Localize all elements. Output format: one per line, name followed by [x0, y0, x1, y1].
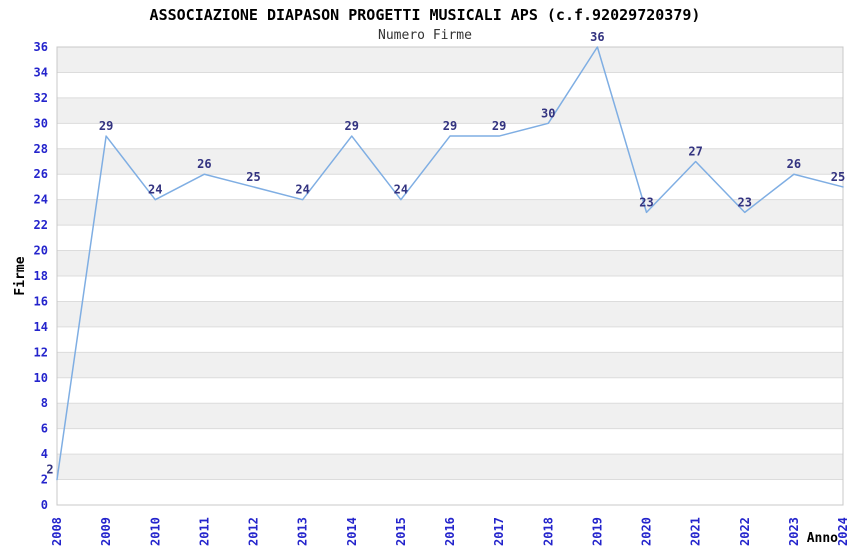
x-tick-label: 2012 — [247, 517, 261, 546]
x-tick-label: 2021 — [689, 517, 703, 546]
grid-band — [57, 250, 843, 276]
x-tick-label: 2017 — [492, 517, 506, 546]
chart-subtitle: Numero Firme — [378, 28, 472, 43]
x-tick-label: 2011 — [197, 517, 211, 546]
data-label: 26 — [787, 157, 801, 171]
y-tick-label: 36 — [34, 40, 48, 54]
y-tick-label: 26 — [34, 167, 48, 181]
grid-band — [57, 97, 843, 124]
grid-band — [57, 403, 843, 429]
data-label: 36 — [590, 30, 604, 44]
x-tick-label: 2019 — [590, 517, 604, 546]
data-label: 23 — [639, 195, 653, 209]
y-tick-label: 10 — [34, 371, 48, 385]
y-tick-label: 34 — [34, 65, 48, 79]
data-label: 25 — [831, 170, 845, 184]
y-tick-label: 8 — [41, 396, 48, 410]
y-axis-title: Firme — [13, 256, 28, 295]
grid-band — [57, 352, 843, 378]
data-label: 29 — [345, 119, 359, 133]
x-tick-label: 2023 — [787, 517, 801, 546]
data-label: 24 — [295, 183, 309, 197]
y-tick-label: 20 — [34, 244, 48, 258]
plot-border — [56, 46, 844, 506]
data-label: 2 — [46, 463, 53, 477]
data-label: 26 — [197, 157, 211, 171]
x-tick-label: 2008 — [50, 517, 64, 546]
grid-band — [57, 454, 843, 480]
y-tick-label: 6 — [41, 422, 48, 436]
grid-band — [57, 148, 843, 175]
x-tick-label: 2016 — [443, 517, 457, 546]
y-tick-label: 12 — [34, 345, 48, 359]
data-label: 30 — [541, 106, 555, 120]
y-tick-label: 22 — [34, 218, 48, 232]
grid-band — [57, 301, 843, 327]
x-tick-label: 2018 — [541, 517, 555, 546]
data-label: 25 — [246, 170, 260, 184]
grid-band — [57, 47, 843, 73]
x-tick-label: 2013 — [296, 517, 310, 546]
x-tick-label: 2024 — [836, 517, 850, 546]
data-label: 23 — [738, 195, 752, 209]
x-tick-label: 2015 — [394, 517, 408, 546]
x-axis-title: Anno — [807, 531, 838, 546]
grid-band — [57, 199, 843, 226]
y-tick-label: 4 — [41, 447, 48, 461]
data-label: 24 — [394, 183, 408, 197]
y-tick-label: 24 — [34, 193, 48, 207]
data-label: 27 — [688, 145, 702, 159]
y-tick-label: 28 — [34, 142, 48, 156]
y-tick-label: 30 — [34, 116, 48, 130]
x-tick-label: 2014 — [345, 517, 359, 546]
data-label: 29 — [492, 119, 506, 133]
y-tick-label: 16 — [34, 294, 48, 308]
data-label: 29 — [99, 119, 113, 133]
data-label: 24 — [148, 183, 162, 197]
data-label: 29 — [443, 119, 457, 133]
x-tick-label: 2009 — [99, 517, 113, 546]
series-line — [56, 46, 844, 481]
y-tick-label: 14 — [34, 320, 48, 334]
y-tick-label: 2 — [41, 473, 48, 487]
x-tick-label: 2010 — [148, 517, 162, 546]
x-tick-label: 2022 — [738, 517, 752, 546]
y-tick-label: 18 — [34, 269, 48, 283]
chart-title: ASSOCIAZIONE DIAPASON PROGETTI MUSICALI … — [149, 6, 701, 24]
x-tick-label: 2020 — [640, 517, 654, 546]
y-tick-label: 32 — [34, 91, 48, 105]
y-tick-label: 0 — [41, 498, 48, 512]
